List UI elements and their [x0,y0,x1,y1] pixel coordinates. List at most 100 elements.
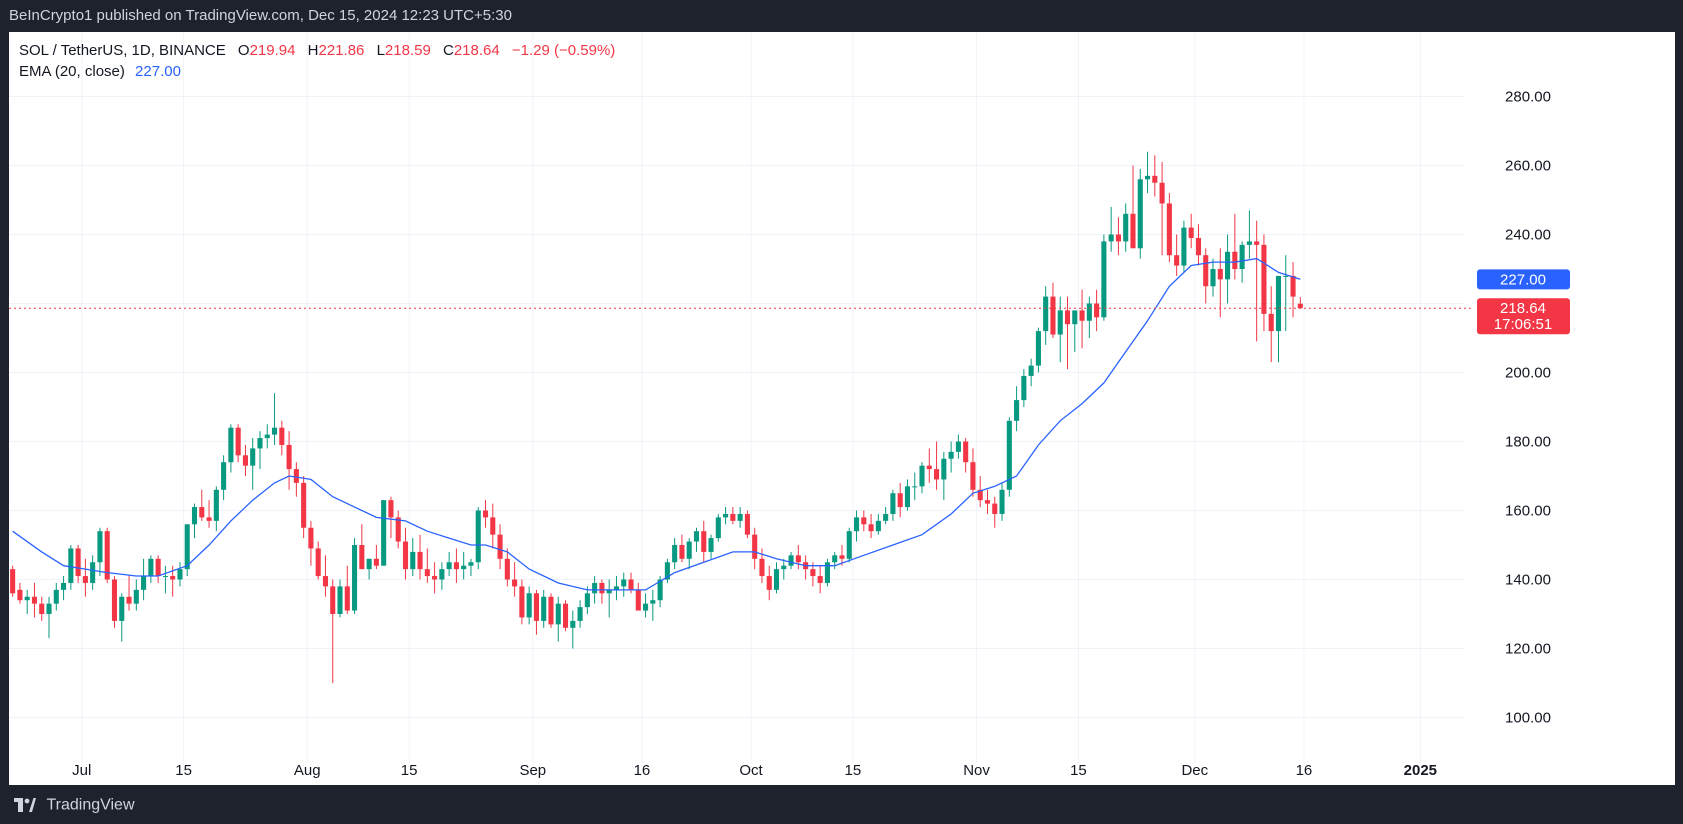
candle-body[interactable] [155,558,161,577]
candle-body[interactable] [1290,275,1296,297]
candle-body[interactable] [1021,375,1027,401]
candle-body[interactable] [795,555,801,563]
candle-body[interactable] [1188,227,1194,238]
candle-body[interactable] [410,551,416,570]
candle-body[interactable] [97,531,103,563]
candle-body[interactable] [912,486,918,488]
candle-body[interactable] [119,596,125,621]
candle-body[interactable] [388,500,394,518]
candle-body[interactable] [395,517,401,542]
candle-body[interactable] [1144,175,1151,180]
candle-body[interactable] [330,586,336,614]
candle-body[interactable] [191,507,198,525]
candle-body[interactable] [1254,241,1260,245]
candle-body[interactable] [344,586,350,611]
candle-body[interactable] [1123,213,1129,242]
candle-body[interactable] [432,576,438,580]
candle-body[interactable] [1101,241,1107,318]
candle-body[interactable] [992,503,998,514]
candle-body[interactable] [1137,179,1143,249]
candle-body[interactable] [10,569,16,594]
candle-body[interactable] [221,462,227,490]
candle-body[interactable] [1152,175,1158,183]
candle-body[interactable] [1283,275,1289,277]
candle-body[interactable] [788,555,794,566]
candle-body[interactable] [606,589,612,594]
candle-body[interactable] [504,558,510,580]
brand-name[interactable]: TradingView [46,796,135,814]
candle-body[interactable] [148,558,154,577]
candle-body[interactable] [904,486,911,508]
candle-body[interactable] [46,603,52,614]
candle-body[interactable] [766,576,772,590]
candle-body[interactable] [1261,244,1267,314]
candle-body[interactable] [61,582,67,590]
candle-body[interactable] [461,565,467,570]
candle-body[interactable] [133,589,139,604]
candle-body[interactable] [948,451,954,459]
ema-legend-row[interactable]: EMA (20, close) 227.00 [19,61,615,82]
candle-body[interactable] [861,517,867,525]
candle-body[interactable] [723,513,729,518]
candle-body[interactable] [693,531,700,542]
candle-body[interactable] [1217,269,1223,280]
candle-body[interactable] [453,562,459,570]
candle-body[interactable] [257,438,263,449]
ema-label[interactable]: EMA (20, close) [19,63,125,80]
candle-body[interactable] [170,576,176,580]
candle-body[interactable] [672,545,678,563]
candle-body[interactable] [1094,303,1100,318]
candle-body[interactable] [1086,303,1092,321]
candle-body[interactable] [759,558,765,577]
candle-body[interactable] [664,562,670,580]
candle-body[interactable] [853,517,860,532]
candle-body[interactable] [657,579,663,601]
candle-body[interactable] [439,569,445,580]
candle-body[interactable] [308,527,314,549]
candle-body[interactable] [31,596,38,604]
candle-body[interactable] [708,538,714,552]
candle-body[interactable] [206,517,212,521]
candle-body[interactable] [90,562,96,583]
candle-body[interactable] [599,582,605,594]
candle-body[interactable] [846,531,852,559]
candle-body[interactable] [628,579,634,590]
candle-body[interactable] [1115,234,1121,242]
candle-body[interactable] [1246,241,1252,245]
candle-body[interactable] [82,576,88,583]
candle-body[interactable] [919,465,925,487]
candle-body[interactable] [824,562,830,583]
candle-body[interactable] [635,589,641,611]
candle-body[interactable] [773,569,780,590]
candle-body[interactable] [1203,255,1209,287]
candle-body[interactable] [955,441,961,452]
candle-body[interactable] [53,589,59,604]
candle-body[interactable] [1035,331,1041,366]
candle-body[interactable] [250,448,256,466]
candle-body[interactable] [1210,269,1216,287]
candle-body[interactable] [1014,400,1020,421]
candle-body[interactable] [402,541,409,570]
candle-body[interactable] [1130,213,1136,249]
candle-body[interactable] [24,596,30,601]
candle-body[interactable] [570,620,576,628]
candle-body[interactable] [1275,275,1282,332]
candle-body[interactable] [475,510,481,563]
candle-body[interactable] [592,582,598,594]
candle-body[interactable] [1043,296,1049,332]
candle-body[interactable] [1057,310,1063,335]
candle-body[interactable] [817,576,823,583]
candle-body[interactable] [621,579,627,587]
candle-body[interactable] [810,569,816,577]
candle-body[interactable] [977,489,983,501]
candle-body[interactable] [337,586,343,614]
candle-body[interactable] [970,462,976,490]
candle-body[interactable] [111,579,118,621]
candle-body[interactable] [242,455,248,466]
candle-body[interactable] [424,569,430,577]
candle-body[interactable] [541,596,547,621]
candle-body[interactable] [1268,313,1274,332]
candle-body[interactable] [373,558,379,566]
candle-body[interactable] [1225,251,1231,280]
candle-body[interactable] [533,593,539,621]
